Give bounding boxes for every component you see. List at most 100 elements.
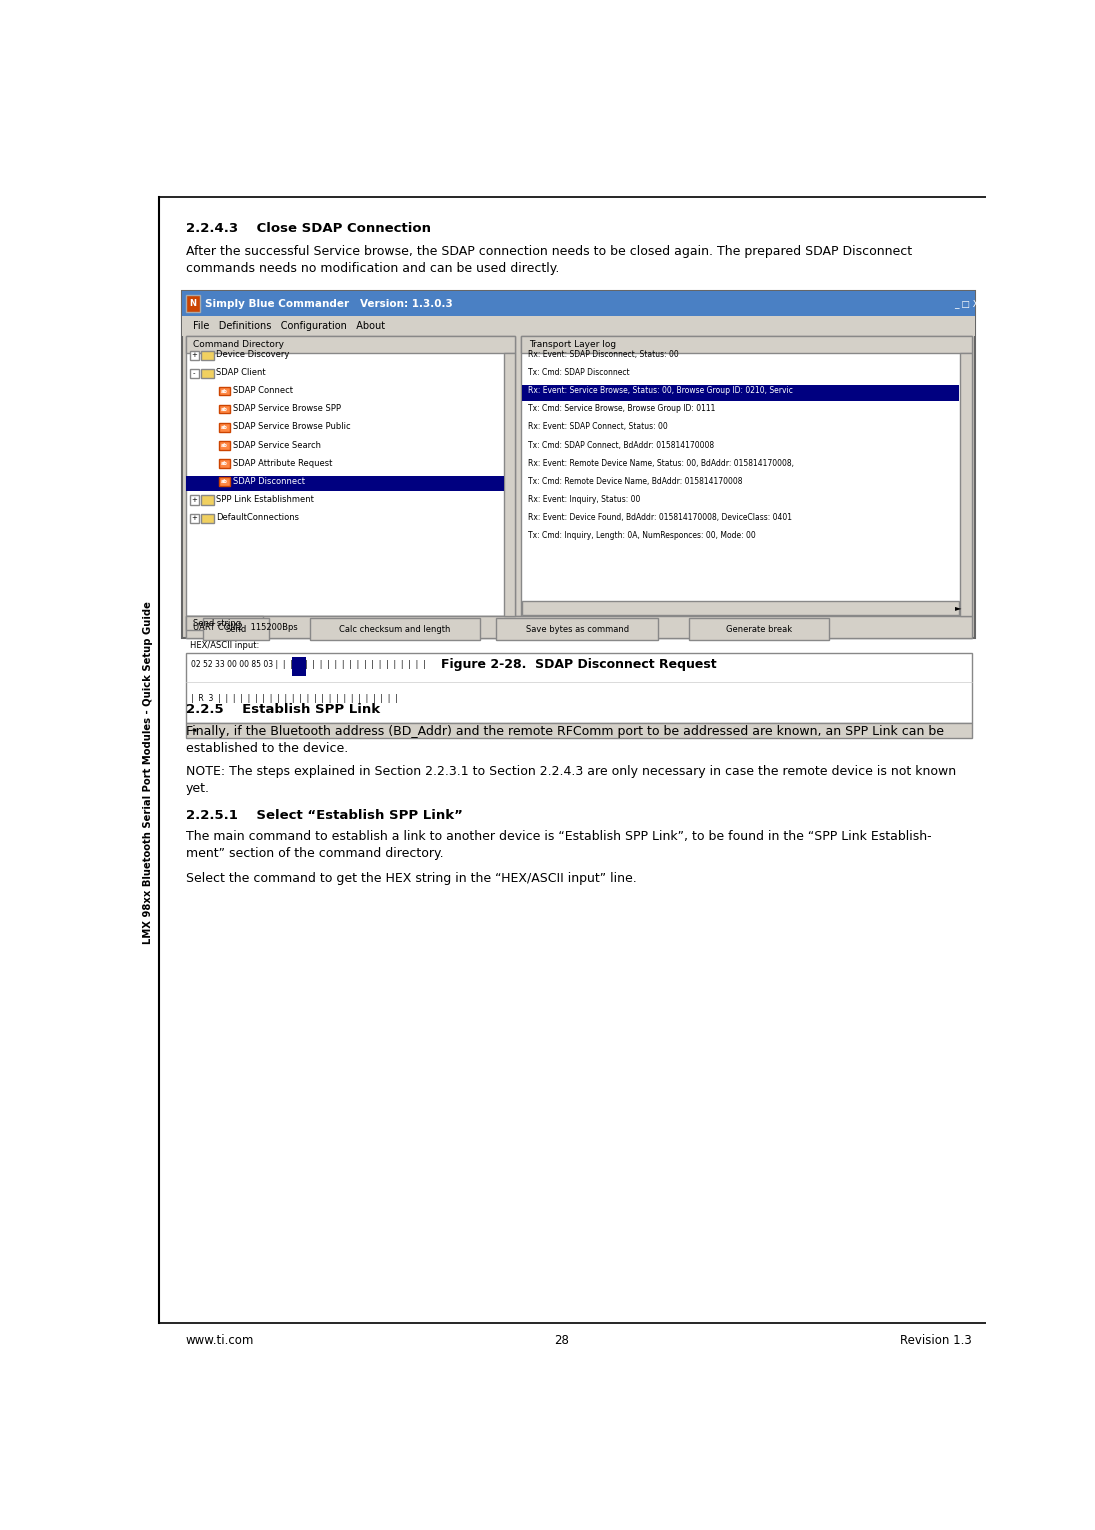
Bar bbox=[690, 618, 829, 640]
Bar bbox=[186, 295, 199, 312]
Bar bbox=[310, 618, 481, 640]
Text: ab: ab bbox=[221, 442, 228, 448]
Text: Generate break: Generate break bbox=[726, 624, 793, 633]
Bar bbox=[219, 405, 230, 413]
Bar bbox=[219, 477, 230, 487]
Text: Revision 1.3: Revision 1.3 bbox=[900, 1334, 971, 1346]
Text: SDAP Attribute Request: SDAP Attribute Request bbox=[233, 459, 333, 468]
Text: established to the device.: established to the device. bbox=[186, 742, 348, 754]
Text: Figure 2-28.  SDAP Disconnect Request: Figure 2-28. SDAP Disconnect Request bbox=[441, 658, 716, 672]
Text: LMX 98xx Bluetooth Serial Port Modules - Quick Setup Guide: LMX 98xx Bluetooth Serial Port Modules -… bbox=[142, 601, 152, 944]
Bar bbox=[189, 369, 199, 378]
Text: Save bytes as command: Save bytes as command bbox=[526, 624, 629, 633]
Text: DefaultConnections: DefaultConnections bbox=[216, 513, 299, 522]
Text: Rx: Event: Service Browse, Status: 00, Browse Group ID: 0210, Servic: Rx: Event: Service Browse, Status: 00, B… bbox=[528, 386, 793, 395]
Bar bbox=[201, 350, 214, 360]
Bar bbox=[201, 514, 214, 523]
Text: Device Discovery: Device Discovery bbox=[216, 350, 289, 360]
Text: Transport Layer log: Transport Layer log bbox=[529, 340, 616, 349]
Bar bbox=[522, 386, 959, 401]
Text: Tx: Cmd: SDAP Connect, BdAddr: 015814170008: Tx: Cmd: SDAP Connect, BdAddr: 015814170… bbox=[528, 441, 714, 450]
Bar bbox=[186, 476, 504, 491]
Bar bbox=[186, 337, 515, 617]
Text: _ □ X: _ □ X bbox=[954, 300, 979, 308]
Text: Rx: Event: Inquiry, Status: 00: Rx: Event: Inquiry, Status: 00 bbox=[528, 494, 639, 503]
Text: SDAP Disconnect: SDAP Disconnect bbox=[233, 477, 306, 485]
Text: Tx: Cmd: Service Browse, Browse Group ID: 0111: Tx: Cmd: Service Browse, Browse Group ID… bbox=[528, 404, 715, 413]
Bar bbox=[189, 350, 199, 360]
Text: SDAP Client: SDAP Client bbox=[216, 369, 266, 376]
Text: yet.: yet. bbox=[186, 782, 210, 796]
Text: File   Definitions   Configuration   About: File Definitions Configuration About bbox=[194, 321, 385, 330]
Bar bbox=[219, 459, 230, 468]
Bar bbox=[182, 291, 976, 638]
Text: ab: ab bbox=[221, 425, 228, 430]
Text: +: + bbox=[192, 497, 197, 503]
Text: 2.2.4.3    Close SDAP Connection: 2.2.4.3 Close SDAP Connection bbox=[186, 222, 430, 236]
Text: SDAP Connect: SDAP Connect bbox=[233, 386, 293, 395]
Text: Rx: Event: SDAP Disconnect, Status: 00: Rx: Event: SDAP Disconnect, Status: 00 bbox=[528, 350, 678, 360]
Text: Send string: Send string bbox=[194, 618, 242, 627]
Bar bbox=[522, 601, 959, 615]
Text: NOTE: The steps explained in Section 2.2.3.1 to Section 2.2.4.3 are only necessa: NOTE: The steps explained in Section 2.2… bbox=[186, 765, 956, 777]
Bar bbox=[186, 722, 971, 737]
Bar bbox=[186, 337, 515, 353]
Text: After the successful Service browse, the SDAP connection needs to be closed agai: After the successful Service browse, the… bbox=[186, 245, 912, 259]
Text: SDAP Service Browse SPP: SDAP Service Browse SPP bbox=[233, 404, 341, 413]
Text: SPP Link Establishment: SPP Link Establishment bbox=[216, 494, 314, 503]
Bar bbox=[186, 617, 263, 630]
Text: +: + bbox=[192, 352, 197, 358]
Text: 28: 28 bbox=[554, 1334, 568, 1346]
Text: Tx: Cmd: Remote Device Name, BdAddr: 015814170008: Tx: Cmd: Remote Device Name, BdAddr: 015… bbox=[528, 477, 742, 485]
Text: Rx: Event: Device Found, BdAddr: 015814170008, DeviceClass: 0401: Rx: Event: Device Found, BdAddr: 0158141… bbox=[528, 513, 792, 522]
Text: Tx: Cmd: Inquiry, Length: 0A, NumResponces: 00, Mode: 00: Tx: Cmd: Inquiry, Length: 0A, NumResponc… bbox=[528, 531, 756, 540]
Bar bbox=[292, 658, 306, 676]
Text: Command Directory: Command Directory bbox=[194, 340, 285, 349]
Text: Calc checksum and length: Calc checksum and length bbox=[339, 624, 451, 633]
Text: 2.2.5.1    Select “Establish SPP Link”: 2.2.5.1 Select “Establish SPP Link” bbox=[186, 809, 462, 822]
Text: +: + bbox=[192, 516, 197, 522]
Bar bbox=[201, 369, 214, 378]
Text: -: - bbox=[193, 370, 196, 376]
Text: |  R  3  |  |  |  |  |  |  |  |  |  |  |  |  |  |  |  |  |  |  |  |  |  |  |  | : | R 3 | | | | | | | | | | | | | | | | | … bbox=[192, 693, 397, 702]
Bar bbox=[496, 618, 658, 640]
Text: N: N bbox=[189, 300, 196, 308]
Bar bbox=[182, 291, 976, 317]
Bar bbox=[201, 496, 214, 505]
Bar bbox=[203, 618, 268, 640]
Text: ment” section of the command directory.: ment” section of the command directory. bbox=[186, 848, 443, 860]
Bar bbox=[960, 353, 971, 617]
Text: Rx: Event: Remote Device Name, Status: 00, BdAddr: 015814170008,: Rx: Event: Remote Device Name, Status: 0… bbox=[528, 459, 794, 468]
Text: ab: ab bbox=[221, 389, 228, 393]
Text: www.ti.com: www.ti.com bbox=[186, 1334, 254, 1346]
Text: ab: ab bbox=[221, 479, 228, 483]
Text: ►: ► bbox=[955, 603, 961, 612]
Text: UART COM2   115200Bps: UART COM2 115200Bps bbox=[194, 623, 298, 632]
Text: Simply Blue Commander   Version: 1.3.0.3: Simply Blue Commander Version: 1.3.0.3 bbox=[205, 298, 453, 309]
Bar bbox=[521, 337, 971, 617]
Bar bbox=[186, 617, 971, 638]
Text: 02 52 33 00 00 85 03 |  |  |  |  |  |  |  |  |  |  |  |  |  |  |  |  |  |  |  | : 02 52 33 00 00 85 03 | | | | | | | | | |… bbox=[192, 661, 426, 669]
Text: Tx: Cmd: SDAP Disconnect: Tx: Cmd: SDAP Disconnect bbox=[528, 369, 630, 376]
Text: commands needs no modification and can be used directly.: commands needs no modification and can b… bbox=[186, 262, 560, 275]
Text: Select the command to get the HEX string in the “HEX/ASCII input” line.: Select the command to get the HEX string… bbox=[186, 872, 636, 884]
Bar bbox=[186, 617, 971, 638]
Bar bbox=[186, 653, 971, 722]
Bar bbox=[504, 353, 515, 617]
Text: 2.2.5    Establish SPP Link: 2.2.5 Establish SPP Link bbox=[186, 704, 380, 716]
Text: SDAP Service Search: SDAP Service Search bbox=[233, 441, 321, 450]
Bar bbox=[182, 317, 976, 337]
Text: ab: ab bbox=[221, 407, 228, 412]
Bar bbox=[219, 387, 230, 395]
Text: HEX/ASCII input:: HEX/ASCII input: bbox=[189, 641, 258, 650]
Bar bbox=[189, 514, 199, 523]
Text: SDAP Service Browse Public: SDAP Service Browse Public bbox=[233, 422, 350, 431]
Bar bbox=[219, 441, 230, 450]
Text: Send: Send bbox=[226, 624, 246, 633]
Bar bbox=[219, 424, 230, 431]
Text: Rx: Event: SDAP Connect, Status: 00: Rx: Event: SDAP Connect, Status: 00 bbox=[528, 422, 667, 431]
Bar bbox=[521, 337, 971, 353]
Text: ◄: ◄ bbox=[192, 727, 196, 733]
Text: ab: ab bbox=[221, 461, 228, 467]
Text: Finally, if the Bluetooth address (BD_Addr) and the remote RFComm port to be add: Finally, if the Bluetooth address (BD_Ad… bbox=[186, 725, 944, 737]
